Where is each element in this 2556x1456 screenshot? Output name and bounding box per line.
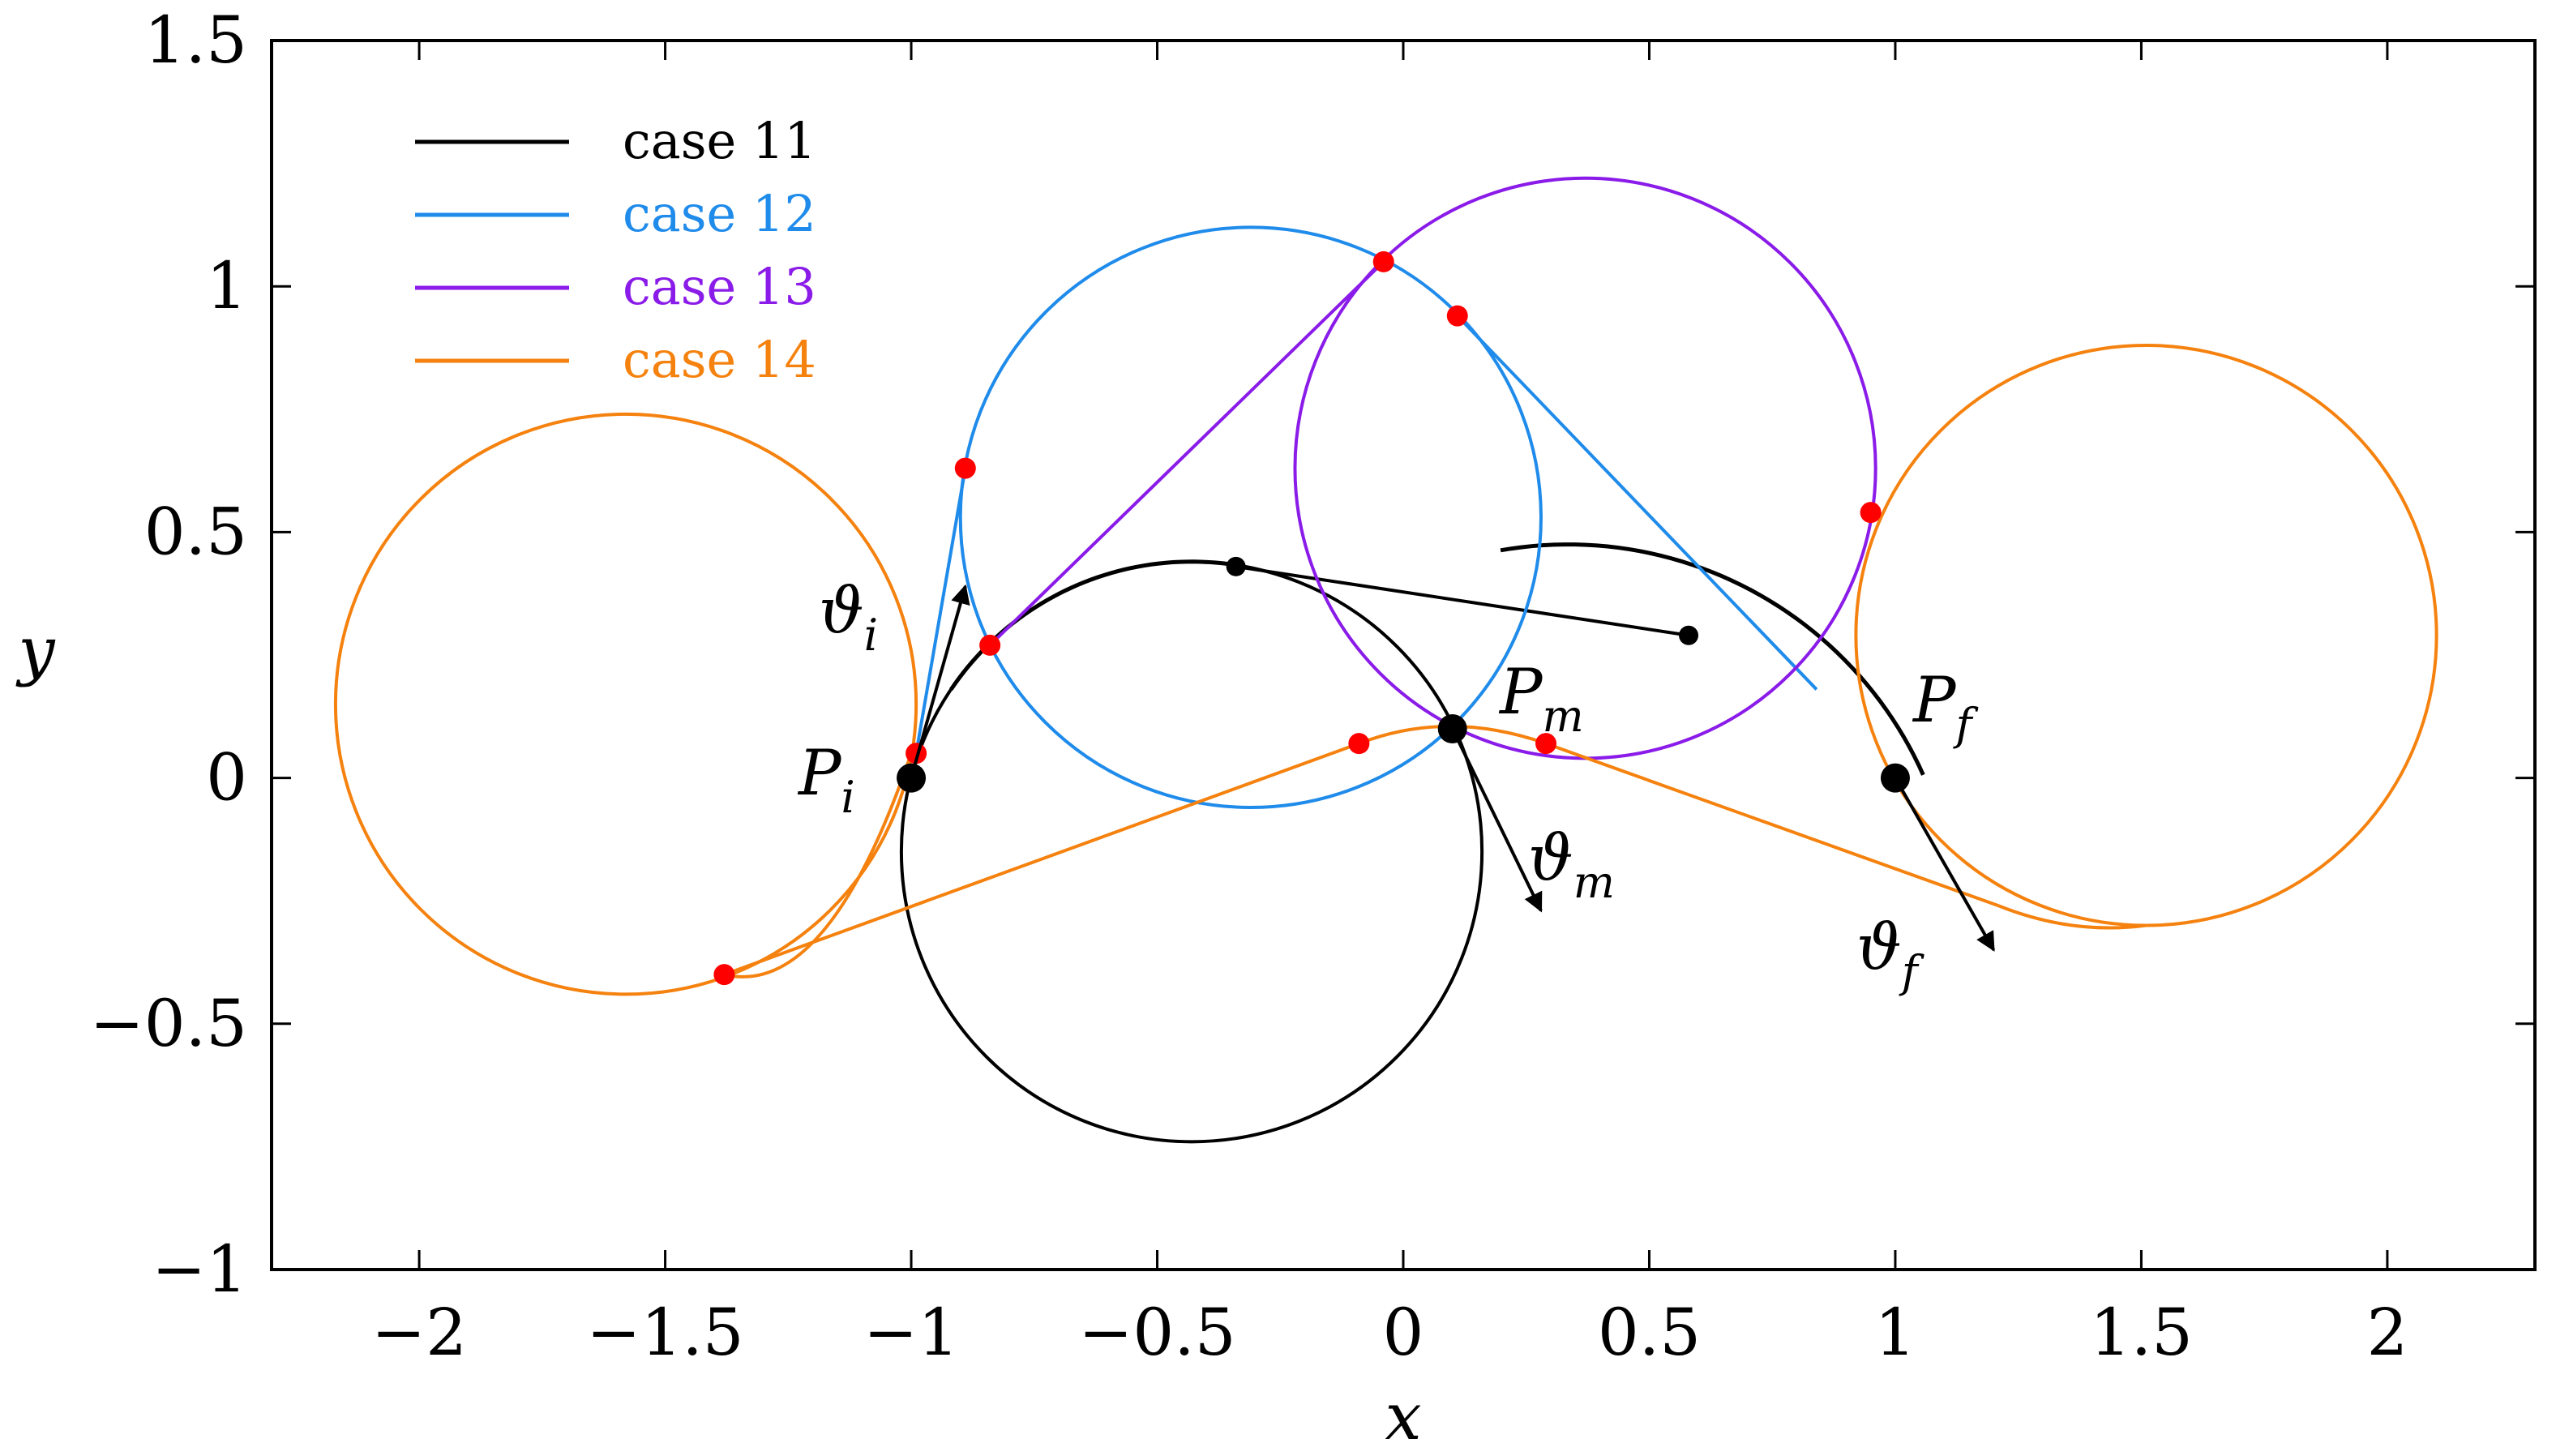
annotation-P-m: Pm (1498, 656, 1584, 742)
switch-point (954, 457, 976, 479)
annotation-theta-i: ϑi (819, 575, 878, 661)
path-segment (1456, 315, 1818, 691)
y-tick-label: 0.5 (144, 494, 247, 569)
arrow-theta_i (910, 584, 970, 779)
path-curve (723, 752, 913, 979)
legend-label: case 13 (623, 257, 816, 316)
markers-case-11 (1226, 556, 1699, 645)
legend-item: case 11 (415, 111, 816, 170)
legend-label: case 14 (623, 330, 816, 389)
path-segment (1545, 742, 2000, 908)
legend-item: case 12 (415, 184, 816, 243)
turning-circle (958, 225, 1543, 809)
waypoint-P_m (1437, 713, 1467, 743)
markers-case-12 (954, 305, 1468, 479)
waypoint-P_i (897, 763, 927, 793)
legend-item: case 13 (415, 257, 816, 316)
axis-ticks: −2 −1.5 −1 −0.5 0 0.5 1 1.5 2 −1 −0.5 0 0.5 1 1.5 (90, 2, 2535, 1370)
x-axis-title: x (1385, 1379, 1421, 1454)
markers-case-13 (979, 251, 1882, 656)
y-tick-label: 0 (206, 740, 247, 816)
switch-point (1446, 305, 1468, 327)
series-case-12 (914, 225, 1818, 809)
y-tick-label: 1.5 (144, 2, 247, 78)
switch-point (1348, 733, 1370, 755)
path-segment (723, 742, 1360, 977)
y-axis-title: y (15, 613, 56, 688)
switch-point (713, 964, 735, 986)
path-segment (1235, 564, 1689, 637)
switch-point (1860, 502, 1882, 524)
plot-area (333, 176, 2438, 1144)
x-tick-label: −2 (371, 1295, 467, 1370)
annotation-theta-f: ϑf (1856, 911, 1924, 997)
y-tick-label: 1 (206, 248, 247, 323)
annotation-P-f: Pf (1912, 664, 1978, 750)
turning-circle (1854, 343, 2438, 927)
path-arc (1500, 542, 1925, 776)
annotations: ϑi ϑm ϑf Pi Pm Pf (797, 575, 1978, 997)
switch-point (1679, 625, 1699, 645)
legend-item: case 14 (415, 330, 816, 389)
switch-point (1372, 251, 1394, 272)
x-tick-label: 0 (1383, 1295, 1424, 1370)
waypoint-P_f (1880, 763, 1910, 793)
x-tick-label: −1.5 (586, 1295, 743, 1370)
legend-label: case 12 (623, 184, 816, 243)
annotation-P-i: Pi (797, 737, 855, 823)
x-tick-label: 0.5 (1598, 1295, 1701, 1370)
series-case-13 (988, 176, 1877, 760)
x-tick-label: 2 (2366, 1295, 2408, 1370)
switch-point (1226, 556, 1246, 576)
legend-label: case 11 (623, 111, 816, 170)
path-segment (914, 468, 967, 754)
x-tick-label: −1 (863, 1295, 959, 1370)
turning-circle (333, 412, 918, 996)
legend: case 11 case 12 case 13 case 14 (415, 111, 816, 389)
x-tick-label: −0.5 (1078, 1295, 1235, 1370)
annotation-theta-m: ϑm (1528, 822, 1615, 908)
series-case-11 (899, 542, 1925, 1144)
switch-point (1535, 733, 1557, 755)
arrow-theta_m (1450, 728, 1543, 913)
path-arc (949, 559, 1243, 691)
path-segment (988, 260, 1385, 647)
y-tick-label: −0.5 (90, 986, 247, 1061)
arrow-theta_f (1894, 777, 1996, 952)
switch-point (906, 743, 927, 764)
x-tick-label: 1.5 (2090, 1295, 2193, 1370)
x-tick-label: 1 (1875, 1295, 1916, 1370)
markers-case-14 (713, 733, 1557, 986)
series-case-14 (333, 343, 2438, 996)
path-curve (1997, 904, 2147, 930)
y-tick-label: −1 (152, 1231, 247, 1307)
switch-point (979, 634, 1001, 656)
